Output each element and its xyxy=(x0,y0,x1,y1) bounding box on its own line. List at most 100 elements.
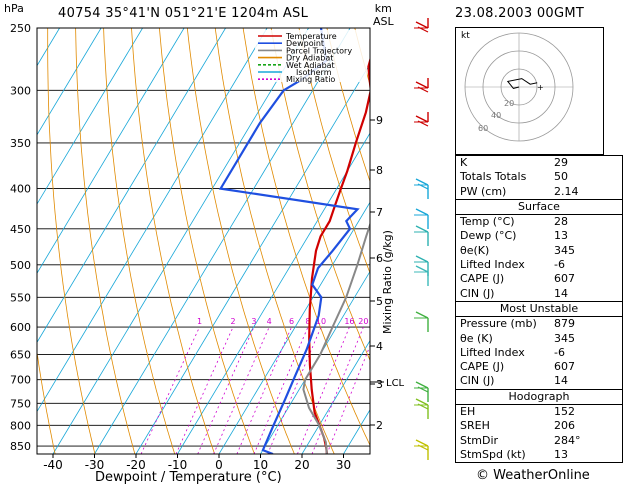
dewpoint-series xyxy=(218,28,360,454)
isotherm-line xyxy=(37,28,102,136)
x-tick-label: -30 xyxy=(85,458,105,472)
pressure-tick-label: 550 xyxy=(10,291,31,304)
mixing-ratio-value: 4 xyxy=(267,317,272,326)
wind-barb-flag xyxy=(415,115,429,123)
surface-value: -6 xyxy=(554,258,565,272)
x-tick-label: 10 xyxy=(253,458,268,472)
hodograph-index-row: SREH 206 xyxy=(456,419,622,433)
hodograph-unit: kt xyxy=(461,31,470,41)
x-tick-label: 0 xyxy=(215,458,223,472)
most-unstable-label: Lifted Index xyxy=(460,345,525,359)
datetime-header: 23.08.2003 00GMT xyxy=(455,6,585,21)
pressure-tick-label: 600 xyxy=(10,321,31,334)
isotherm-line xyxy=(37,28,226,344)
most-unstable-row: CAPE (J) 607 xyxy=(456,360,622,374)
km-tick-label: 8 xyxy=(376,164,383,177)
indices-most-unstable-block: Most Unstable Pressure (mb) 879 θe (K) 345 L… xyxy=(456,302,622,390)
index-value: 2.14 xyxy=(554,184,579,198)
surface-label: Temp (°C) xyxy=(460,215,515,229)
most-unstable-value: 14 xyxy=(554,374,568,388)
x-axis-title: Dewpoint / Temperature (°C) xyxy=(95,470,282,485)
mixing-ratio-value: 2 xyxy=(231,317,236,326)
mixing-ratio-line xyxy=(175,326,234,454)
station-header: 40754 35°41'N 051°21'E 1204m ASL xyxy=(58,6,309,21)
hodograph-index-row: EH 152 xyxy=(456,405,622,419)
dry-adiabat-line xyxy=(298,28,370,274)
most-unstable-row: Lifted Index -6 xyxy=(456,346,622,360)
wind-barb-flag xyxy=(415,255,429,263)
mixing-ratio-value: 10 xyxy=(316,317,326,326)
hodograph-index-label: StmSpd (kt) xyxy=(460,447,526,461)
hodograph-index-label: SREH xyxy=(460,419,490,433)
isotherm-line xyxy=(37,28,143,205)
pressure-tick-label: 500 xyxy=(10,259,31,272)
km-tick-label: 6 xyxy=(376,252,383,265)
pressure-tick-label: 300 xyxy=(10,84,31,97)
pressure-tick-label: 250 xyxy=(10,22,31,35)
pressure-tick-label: 750 xyxy=(10,397,31,410)
hodograph-ring-label: 40 xyxy=(491,111,501,120)
x-tick-label: -40 xyxy=(43,458,63,472)
isotherm-line xyxy=(301,339,370,454)
wind-barb-flag xyxy=(415,439,429,447)
mixing-ratio-value: 8 xyxy=(305,317,310,326)
surface-row: CAPE (J) 607 xyxy=(456,272,622,286)
wind-barb-flag xyxy=(415,225,429,233)
stability-indices-table: K 29 Totals Totals 50 PW (cm) 2.14 Surface Te… xyxy=(455,155,623,464)
most-unstable-label: CAPE (J) xyxy=(460,360,505,374)
wind-barbs xyxy=(414,18,429,460)
wind-barb-flag xyxy=(415,21,429,29)
pressure-tick-label: 700 xyxy=(10,374,31,387)
legend-label: Temperature xyxy=(285,32,337,41)
wind-barb-flag xyxy=(415,81,429,89)
hodograph-title: Hodograph xyxy=(456,390,622,406)
indices-hodograph-block: Hodograph EH 152 SREH 206 StmDir 284° StmSpd (… xyxy=(456,390,622,462)
legend-label: Parcel Trajectory xyxy=(286,46,352,55)
surface-value: 14 xyxy=(554,286,568,300)
legend-label: Wet Adiabat xyxy=(286,61,335,70)
isotherm-line xyxy=(94,28,351,454)
wind-barb-flag xyxy=(415,208,429,216)
surface-row: Lifted Index -6 xyxy=(456,258,622,272)
most-unstable-row: Pressure (mb) 879 xyxy=(456,317,622,331)
dry-adiabat-line xyxy=(186,28,295,454)
dry-adiabat-line xyxy=(47,28,96,454)
mixing-ratio-line xyxy=(253,326,309,454)
index-label: PW (cm) xyxy=(460,184,507,198)
hodograph-index-value: 152 xyxy=(554,405,575,419)
lcl-label: LCL xyxy=(386,378,405,389)
most-unstable-value: 345 xyxy=(554,331,575,345)
dry-adiabat-line xyxy=(103,28,176,454)
surface-row: Dewp (°C) 13 xyxy=(456,229,622,243)
wind-barb-flag xyxy=(415,381,429,389)
x-tick-label: 20 xyxy=(294,458,309,472)
mixing-ratio-line xyxy=(236,326,292,454)
most-unstable-title: Most Unstable xyxy=(456,302,622,318)
hodograph-index-value: 206 xyxy=(554,419,575,433)
km-tick-label: 3 xyxy=(376,378,383,391)
isotherm-line xyxy=(37,28,185,274)
km-tick-label: 4 xyxy=(376,340,383,353)
legend-label: Dry Adiabat xyxy=(286,54,333,63)
indices-surface-block: Surface Temp (°C) 28 Dewp (°C) 13 θe(K) 345 Li… xyxy=(456,200,622,302)
mixing-ratio-line xyxy=(311,326,364,454)
hodograph-index-label: EH xyxy=(460,405,476,419)
dry-adiabat-line xyxy=(75,28,136,454)
isotherm-line xyxy=(52,28,309,454)
x-tick-label: -10 xyxy=(168,458,188,472)
isotherm-line xyxy=(37,28,268,413)
most-unstable-row: CIN (J) 14 xyxy=(456,374,622,388)
index-value: 29 xyxy=(554,156,568,169)
legend-box xyxy=(255,30,367,82)
most-unstable-row: θe (K) 345 xyxy=(456,332,622,346)
km-tick-label: 7 xyxy=(376,206,383,219)
mixing-ratio-axis-label: Mixing Ratio (g/kg) xyxy=(381,230,394,334)
legend-label: Isotherm xyxy=(296,68,332,77)
pressure-tick-label: 800 xyxy=(10,419,31,432)
hodograph-index-label: StmDir xyxy=(460,433,499,447)
surface-row: Temp (°C) 28 xyxy=(456,215,622,229)
legend-label: Dewpoint xyxy=(286,39,324,48)
